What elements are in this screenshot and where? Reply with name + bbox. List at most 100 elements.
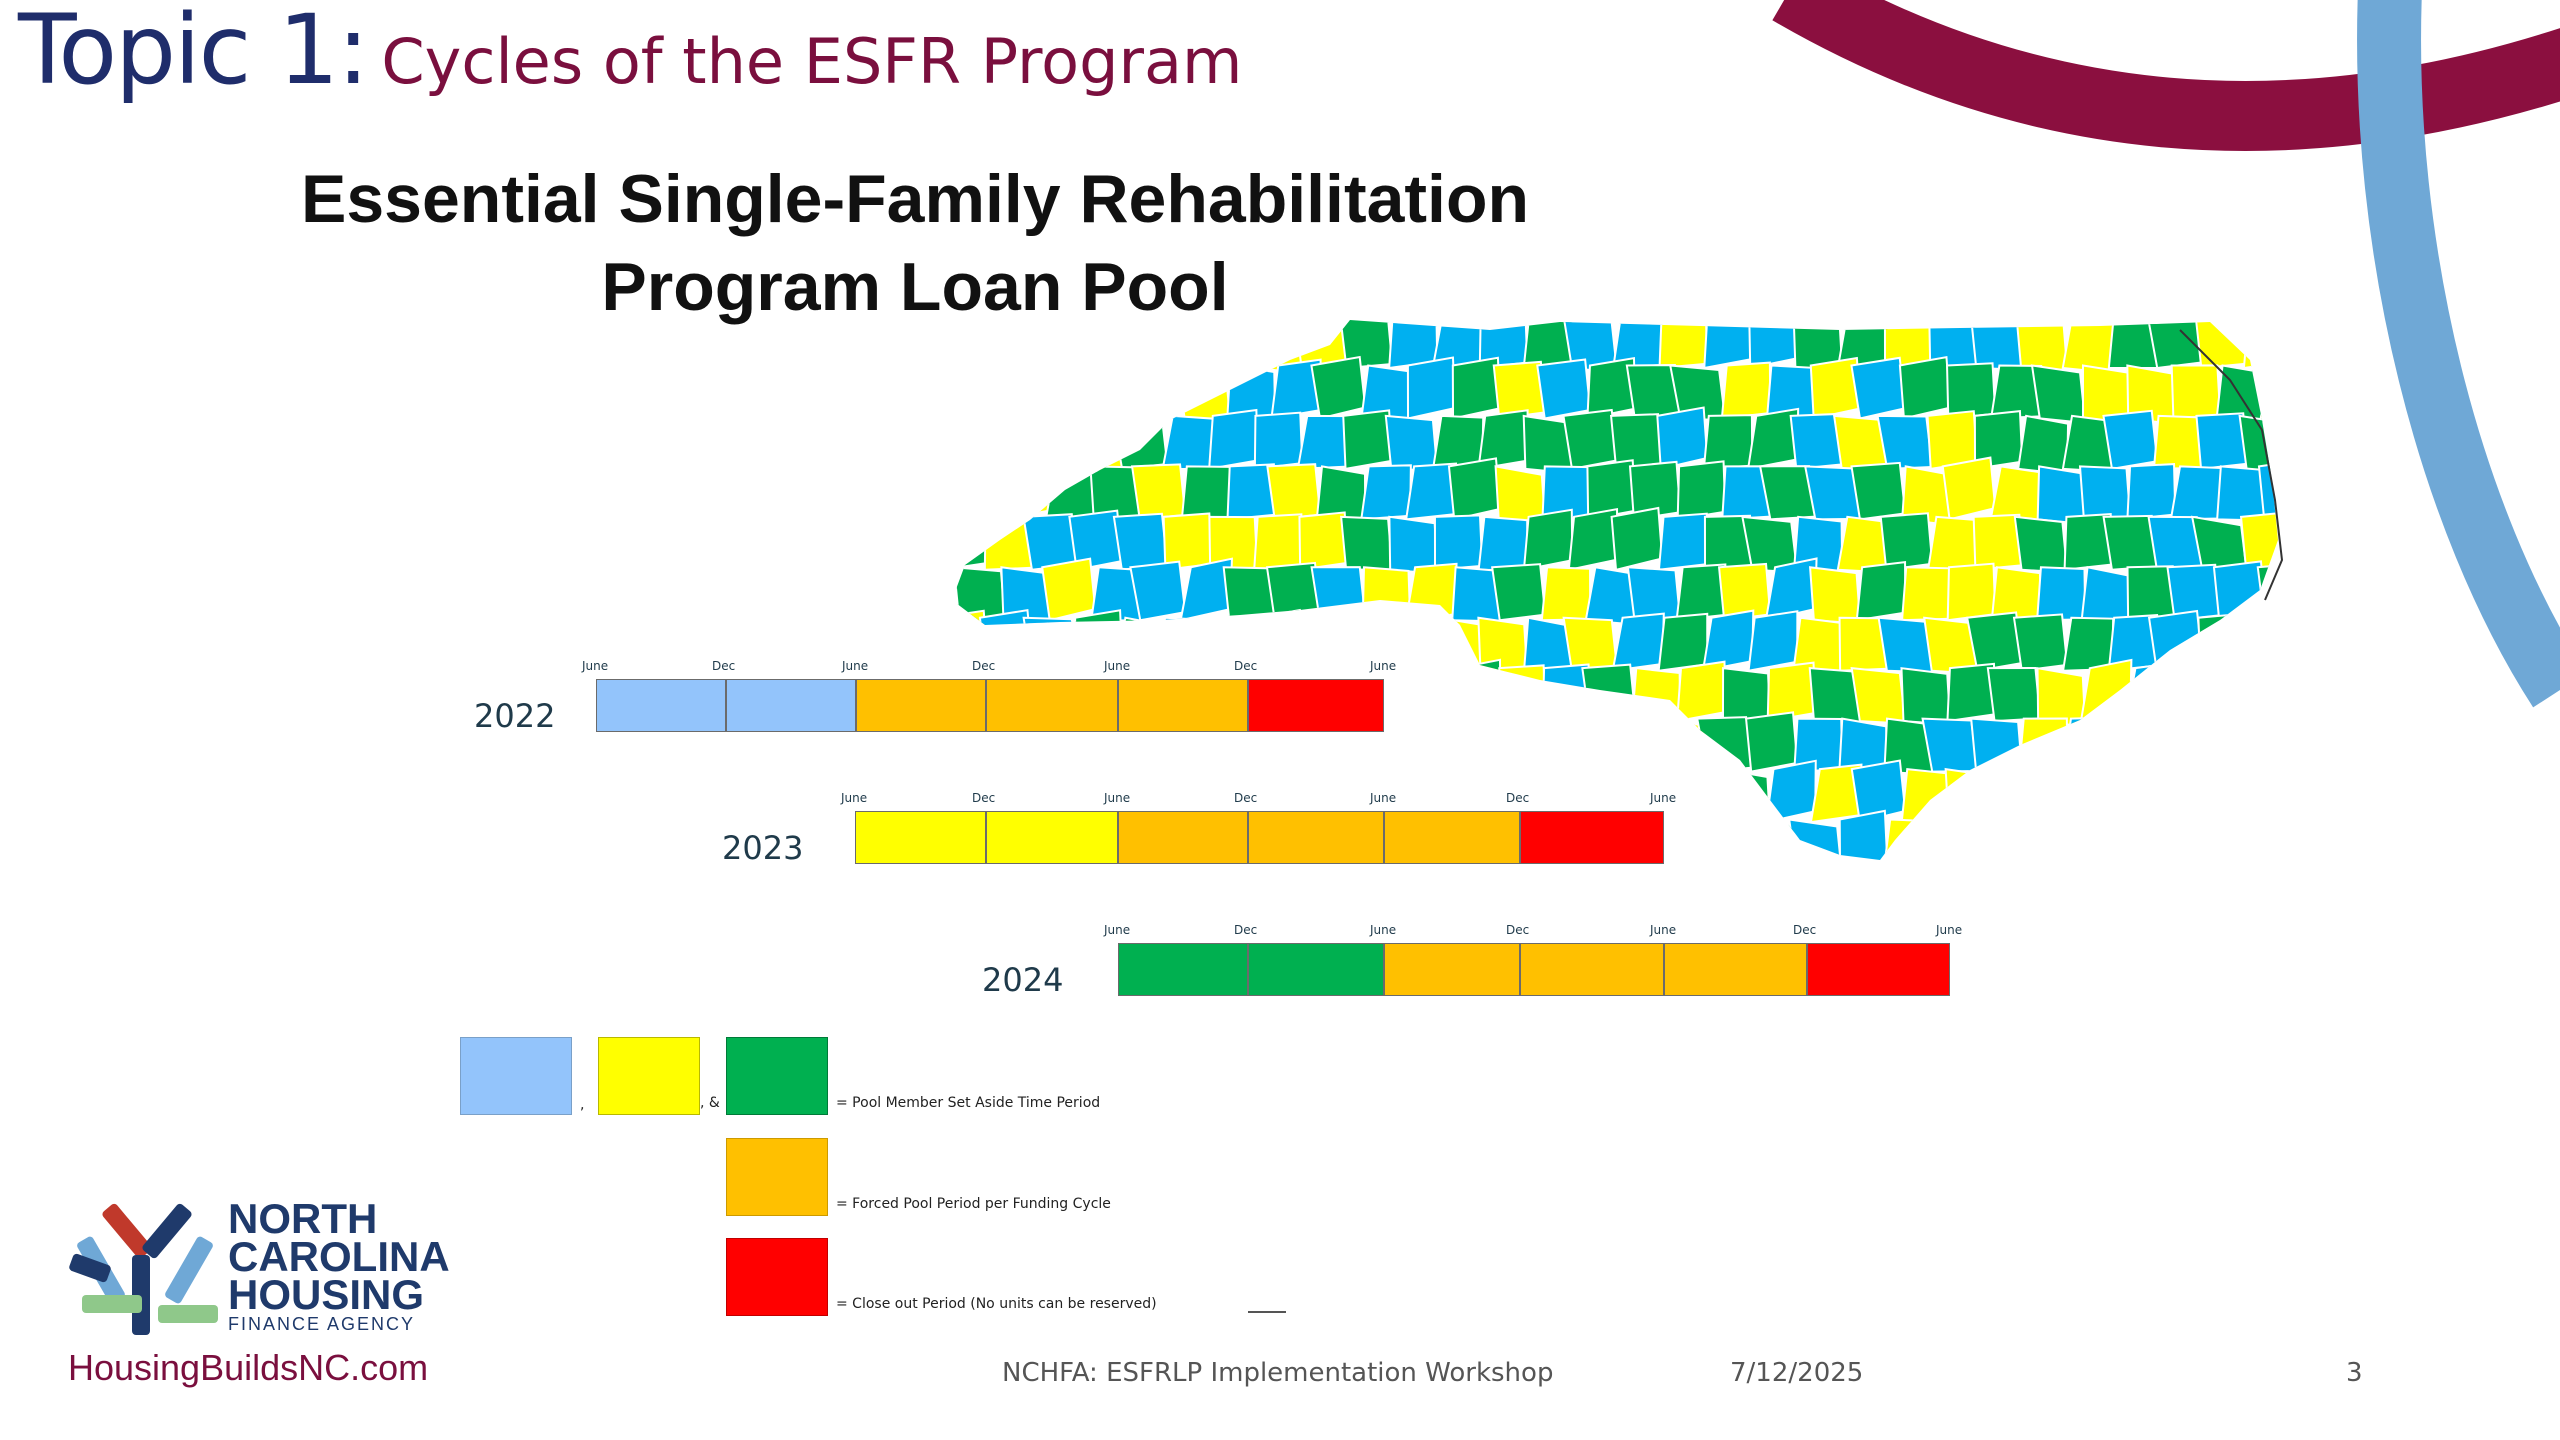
- county-shape: [2017, 414, 2070, 476]
- topic-heading: Topic 1: Cycles of the ESFR Program: [18, 0, 1242, 106]
- county-shape: [1310, 355, 1367, 420]
- county-shape: [1521, 717, 1574, 773]
- nchfa-logo-mark-icon: [69, 1203, 218, 1335]
- county-shape: [952, 361, 1007, 420]
- county-shape: [1072, 320, 1124, 370]
- county-shape: [1041, 557, 1097, 622]
- county-shape: [1496, 664, 1547, 723]
- website-link[interactable]: HousingBuildsNC.com: [68, 1347, 429, 1388]
- county-shape: [2152, 414, 2204, 470]
- county-shape: [1672, 768, 1727, 824]
- timeline-segment-green: [1248, 943, 1384, 996]
- county-shape: [2036, 566, 2087, 622]
- county-shape: [1746, 818, 1799, 860]
- blue-arc: [2357, 0, 2560, 708]
- county-shape: [2017, 717, 2069, 773]
- county-shape: [1720, 767, 1772, 829]
- county-shape: [1926, 515, 1980, 572]
- program-title-line1: Essential Single-Family Rehabilitation: [300, 161, 1530, 237]
- county-shape: [1022, 616, 1079, 672]
- legend-swatch-blue: [460, 1037, 572, 1115]
- county-shape: [1386, 710, 1440, 773]
- timeline-segment-red: [1248, 679, 1384, 732]
- county-shape: [1879, 512, 1934, 571]
- timeline-segment-orange: [1384, 811, 1520, 864]
- timeline-year-2023: 2023: [722, 829, 804, 867]
- county-shape: [1855, 561, 1907, 622]
- county-shape: [1432, 616, 1484, 677]
- legend-swatch-red: [726, 1238, 828, 1316]
- county-shape: [2260, 659, 2278, 723]
- county-shape: [1433, 514, 1484, 571]
- timeline-tick-label: June: [1370, 923, 1397, 937]
- county-shape: [2146, 320, 2204, 370]
- county-shape: [1208, 408, 1259, 471]
- county-shape: [1946, 562, 1997, 622]
- county-shape: [1788, 818, 1844, 860]
- county-shape: [1876, 414, 1934, 470]
- timeline-tick-label: Dec: [1234, 791, 1258, 805]
- county-shape: [1882, 818, 1934, 860]
- county-shape: [2235, 611, 2278, 672]
- county-shape: [1928, 810, 1979, 860]
- county-shape: [1703, 320, 1754, 370]
- county-shape: [1253, 513, 1304, 571]
- county-shape: [1384, 414, 1439, 472]
- legend-separator-amp: , &: [700, 1095, 720, 1111]
- county-shape: [1567, 507, 1619, 572]
- county-shape: [2061, 320, 2115, 375]
- program-title-line2: Program Loan Pool: [601, 249, 1229, 325]
- county-shape: [1988, 767, 2042, 827]
- county-shape: [1657, 512, 1709, 571]
- timeline-segment-blue: [726, 679, 856, 732]
- timeline-tick-label: Dec: [1506, 923, 1530, 937]
- maroon-arc: [1772, 0, 2560, 151]
- timeline-segment-orange: [1118, 679, 1248, 732]
- timeline-segment-orange: [1520, 943, 1664, 996]
- county-shape: [1477, 515, 1529, 572]
- county-shape: [1253, 411, 1304, 471]
- county-shape: [1112, 512, 1169, 571]
- county-shape: [2078, 465, 2132, 521]
- timeline-segment-yellow: [986, 811, 1118, 864]
- county-shape: [952, 407, 989, 471]
- county-shape: [2034, 767, 2088, 829]
- timeline-tick-label: June: [1370, 791, 1397, 805]
- county-shape: [1656, 406, 1709, 471]
- program-title: Essential Single-Family Rehabilitation P…: [200, 155, 1630, 331]
- timeline-segment-yellow: [855, 811, 986, 864]
- timeline-segment-red: [1807, 943, 1950, 996]
- county-shape: [2030, 364, 2087, 425]
- county-shape: [1702, 414, 1754, 470]
- legend-swatch-orange: [726, 1138, 828, 1216]
- county-shape: [1159, 320, 1214, 370]
- legend-separator-comma: ,: [580, 1097, 585, 1113]
- county-shape: [2124, 661, 2178, 723]
- county-shape: [1562, 717, 1619, 777]
- timeline-tick-label: Dec: [1234, 923, 1258, 937]
- timeline-year-2024: 2024: [982, 961, 1064, 999]
- county-shape: [1970, 717, 2024, 774]
- nchfa-logo-wordmark: NORTH CAROLINA HOUSING FINANCE AGENCY: [228, 1198, 450, 1335]
- county-shape: [2214, 760, 2267, 824]
- timeline-tick-label: June: [1104, 659, 1131, 673]
- county-shape: [1720, 361, 1772, 420]
- legend-pool-member-text: = Pool Member Set Aside Time Period: [836, 1095, 1101, 1111]
- county-shape: [2012, 613, 2069, 672]
- county-shape: [1536, 358, 1592, 420]
- county-cells: [952, 320, 2278, 860]
- county-shape: [2015, 320, 2069, 372]
- legend-swatch-yellow: [598, 1037, 700, 1115]
- county-shape: [1540, 566, 1592, 622]
- county-shape: [1044, 465, 1098, 521]
- county-shape: [1946, 362, 1997, 420]
- county-shape: [1850, 667, 1907, 725]
- county-shape: [1808, 566, 1862, 625]
- legend-stray-dash: [1248, 1311, 1286, 1313]
- footer-event: NCHFA: ESFRLP Implementation Workshop: [1002, 1358, 1554, 1388]
- county-shape: [1747, 610, 1799, 672]
- county-shape: [1340, 515, 1394, 571]
- county-shape: [952, 511, 989, 571]
- county-shape: [2242, 320, 2278, 370]
